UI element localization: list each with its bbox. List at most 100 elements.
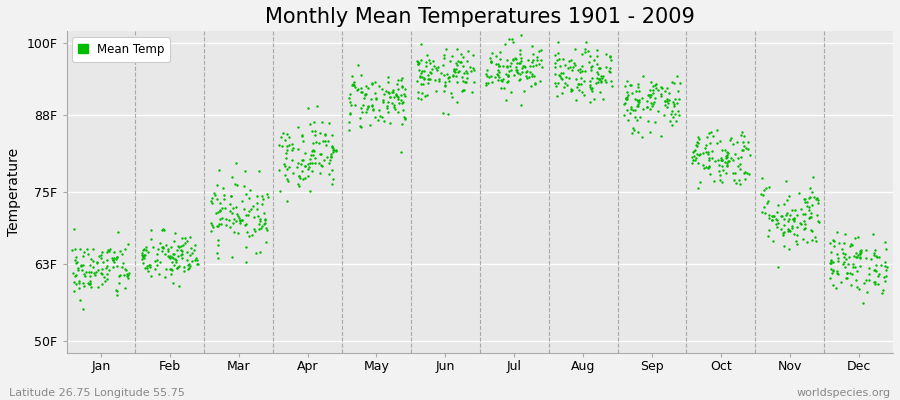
Point: [667, 100, 681, 107]
Point: [632, 98, 646, 105]
Point: [733, 181, 747, 188]
Point: [446, 73, 460, 80]
Point: [158, 250, 173, 257]
Point: [367, 114, 382, 120]
Point: [422, 76, 436, 82]
Point: [685, 160, 699, 167]
Point: [415, 74, 429, 80]
Point: [782, 226, 796, 233]
Point: [364, 96, 378, 102]
Point: [564, 57, 579, 63]
Point: [137, 255, 151, 261]
Point: [165, 266, 179, 273]
Point: [668, 96, 682, 103]
Point: [355, 109, 369, 116]
Point: [94, 252, 109, 258]
Point: [654, 91, 669, 97]
Point: [692, 151, 706, 158]
Point: [631, 129, 645, 135]
Point: [327, 147, 341, 153]
Point: [664, 108, 679, 114]
Point: [411, 61, 426, 67]
Point: [384, 88, 399, 95]
Point: [823, 260, 837, 266]
Point: [292, 173, 306, 180]
Point: [516, 63, 530, 69]
Point: [443, 58, 457, 64]
Point: [296, 157, 310, 163]
Point: [326, 146, 340, 153]
Point: [209, 209, 223, 216]
Point: [248, 214, 262, 220]
Point: [449, 79, 464, 85]
Point: [802, 194, 816, 201]
Point: [110, 263, 124, 270]
Point: [719, 152, 733, 158]
Point: [654, 92, 669, 99]
Point: [671, 108, 686, 114]
Point: [580, 48, 595, 54]
Point: [509, 60, 524, 66]
Point: [852, 263, 867, 270]
Point: [88, 268, 103, 275]
Point: [592, 64, 607, 71]
Point: [413, 96, 428, 102]
Point: [584, 86, 598, 93]
Point: [503, 89, 517, 95]
Point: [365, 106, 380, 112]
Point: [630, 81, 644, 87]
Point: [528, 81, 543, 87]
Point: [590, 52, 605, 59]
Point: [868, 267, 882, 273]
Point: [228, 181, 242, 187]
Point: [110, 288, 124, 294]
Point: [302, 120, 317, 127]
Point: [500, 79, 515, 86]
Point: [381, 74, 395, 80]
Point: [735, 139, 750, 145]
Point: [460, 70, 474, 76]
Point: [757, 187, 771, 193]
Point: [623, 81, 637, 88]
Point: [627, 107, 642, 114]
Point: [874, 262, 888, 268]
Point: [720, 163, 734, 170]
Point: [831, 270, 845, 277]
Point: [837, 259, 851, 265]
Point: [792, 190, 806, 196]
Point: [770, 224, 785, 230]
Point: [248, 250, 263, 256]
Point: [554, 76, 569, 82]
Point: [301, 173, 315, 180]
Point: [256, 221, 271, 228]
Point: [156, 244, 170, 250]
Point: [345, 72, 359, 79]
Point: [645, 90, 660, 96]
Point: [329, 148, 344, 154]
Point: [830, 270, 844, 276]
Point: [365, 80, 380, 87]
Point: [699, 134, 714, 140]
Point: [153, 240, 167, 246]
Point: [170, 243, 184, 250]
Point: [343, 111, 357, 117]
Point: [142, 262, 157, 269]
Point: [361, 104, 375, 110]
Point: [770, 209, 784, 215]
Point: [95, 248, 110, 255]
Point: [702, 130, 716, 136]
Point: [386, 89, 400, 96]
Point: [184, 245, 198, 251]
Point: [397, 90, 411, 97]
Point: [325, 132, 339, 138]
Point: [176, 235, 190, 242]
Point: [631, 102, 645, 109]
Point: [719, 159, 733, 166]
Point: [805, 228, 819, 234]
Point: [783, 212, 797, 218]
Point: [463, 64, 477, 71]
Point: [219, 216, 233, 222]
Point: [319, 142, 333, 148]
Y-axis label: Temperature: Temperature: [7, 148, 21, 236]
Point: [653, 133, 668, 139]
